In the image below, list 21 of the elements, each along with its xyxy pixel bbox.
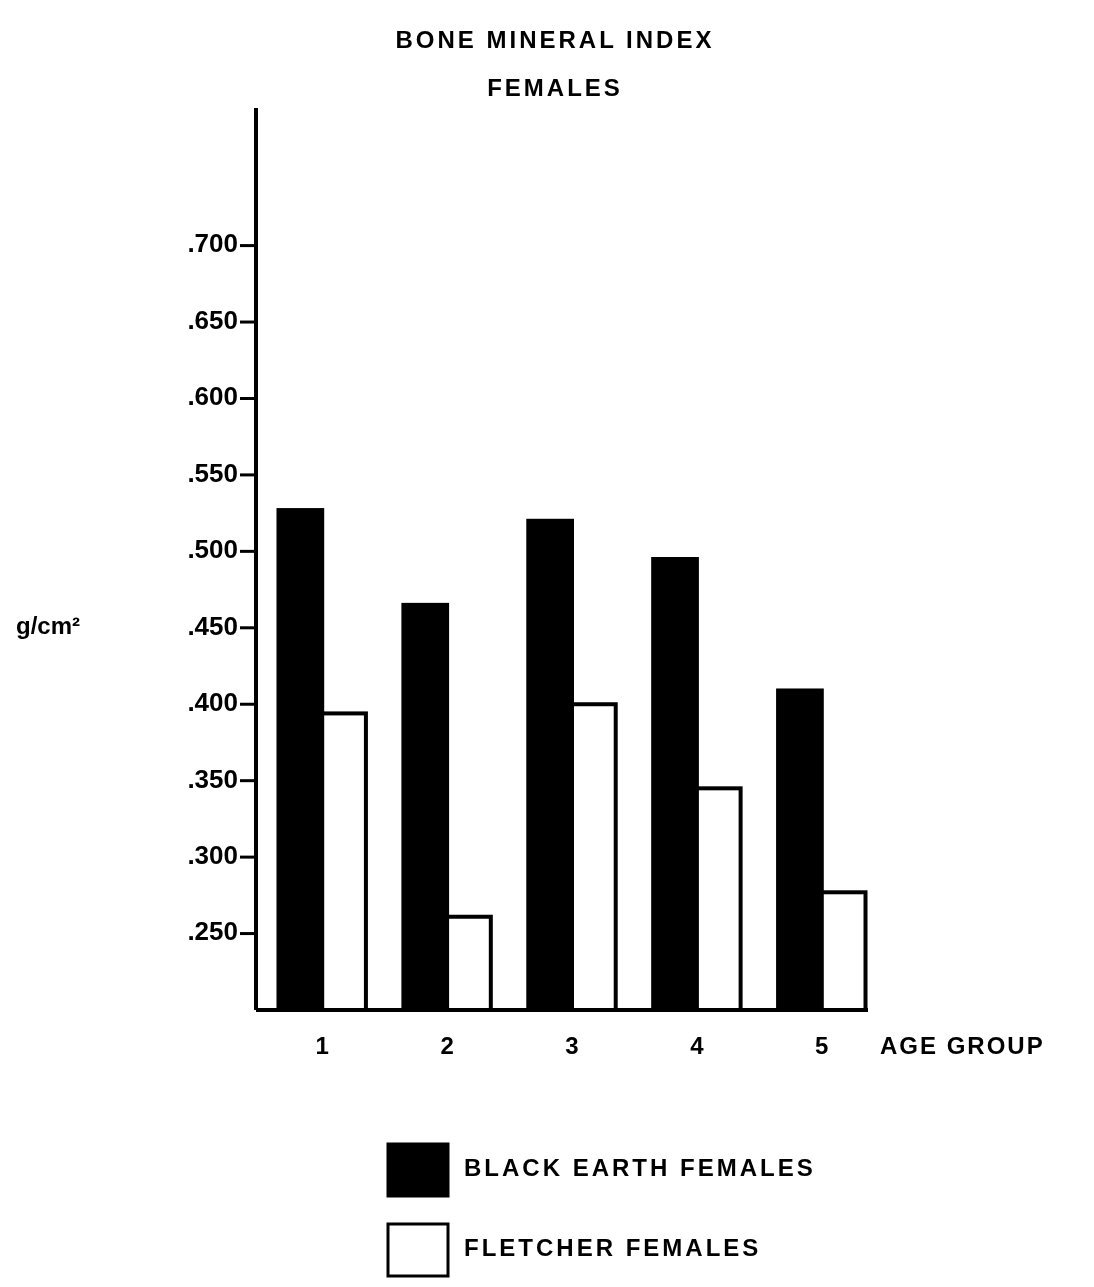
y-tick-label: .450 [187,610,238,641]
legend-label: FLETCHER FEMALES [464,1234,762,1262]
y-tick-label: .400 [187,687,238,718]
y-tick-label: .600 [187,381,238,412]
y-axis-title: g/cm² [16,612,81,640]
y-tick-label: .300 [187,839,238,870]
y-tick-label: .500 [187,534,238,565]
legend-label: BLACK EARTH FEMALES [464,1154,816,1182]
chart-title: BONE MINERAL INDEX [395,26,715,53]
y-tick-label: .550 [187,457,238,488]
x-tick-label: 5 [815,1032,829,1059]
x-axis-title: AGE GROUP [880,1032,1045,1059]
x-tick-label: 1 [315,1032,329,1059]
y-tick-label: .700 [187,228,238,259]
x-tick-label: 2 [440,1032,454,1059]
y-tick-label: .250 [187,916,238,947]
x-tick-label: 4 [690,1032,705,1059]
x-tick-label: 3 [565,1032,579,1059]
y-tick-label: .650 [187,304,238,335]
chart-subtitle: FEMALES [487,74,623,101]
y-tick-label: .350 [187,763,238,794]
